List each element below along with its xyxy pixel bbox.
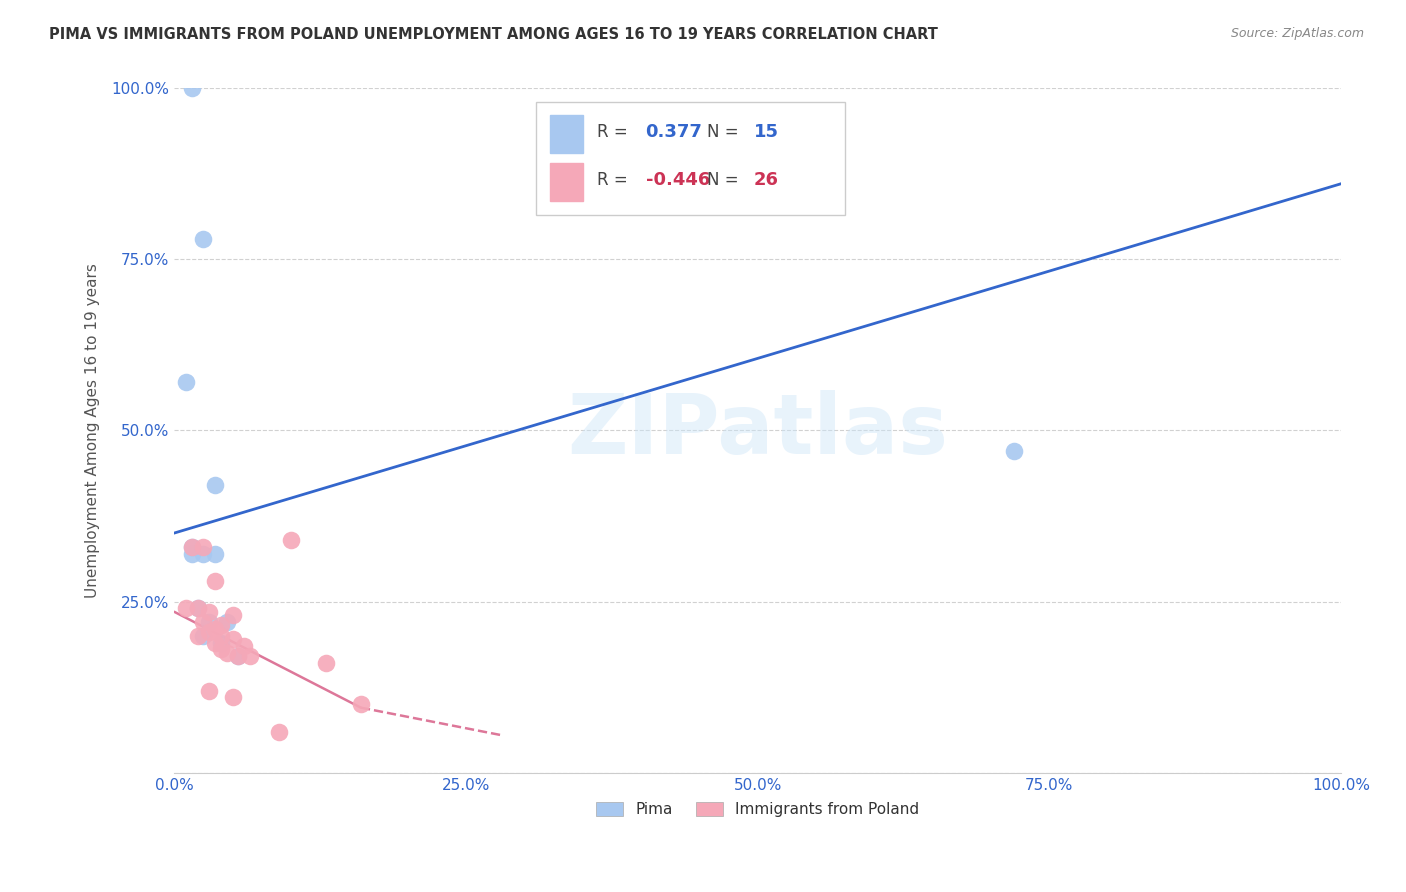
Point: [209, 642, 232, 657]
Point: [233, 639, 256, 653]
Point: [198, 605, 221, 619]
Text: R =: R =: [596, 171, 633, 189]
Text: Source: ZipAtlas.com: Source: ZipAtlas.com: [1230, 27, 1364, 40]
Point: [193, 615, 215, 629]
Point: [228, 649, 250, 664]
Text: 15: 15: [754, 123, 779, 142]
Point: [239, 649, 262, 664]
Point: [269, 724, 291, 739]
Point: [1002, 443, 1025, 458]
Point: [187, 601, 209, 615]
Point: [315, 656, 337, 670]
Point: [193, 231, 215, 245]
Point: [174, 601, 197, 615]
Point: [187, 601, 209, 615]
Text: R =: R =: [596, 123, 633, 142]
Point: [350, 698, 373, 712]
Text: -0.446: -0.446: [645, 171, 710, 189]
Text: N =: N =: [707, 123, 744, 142]
Point: [209, 618, 232, 632]
Legend: Pima, Immigrants from Poland: Pima, Immigrants from Poland: [589, 796, 925, 823]
Point: [193, 629, 215, 643]
Point: [204, 635, 226, 649]
Point: [187, 629, 209, 643]
Point: [204, 478, 226, 492]
Text: N =: N =: [707, 171, 744, 189]
Point: [204, 622, 226, 636]
Point: [221, 608, 243, 623]
Point: [180, 540, 202, 554]
Point: [209, 635, 232, 649]
Point: [280, 533, 302, 547]
Point: [180, 547, 202, 561]
FancyBboxPatch shape: [536, 102, 845, 215]
Point: [193, 547, 215, 561]
Text: 26: 26: [754, 171, 779, 189]
Point: [204, 574, 226, 588]
Point: [209, 629, 232, 643]
Point: [180, 81, 202, 95]
Y-axis label: Unemployment Among Ages 16 to 19 years: Unemployment Among Ages 16 to 19 years: [86, 263, 100, 598]
Text: ZIPatlas: ZIPatlas: [567, 390, 948, 471]
Point: [215, 615, 238, 629]
Point: [198, 683, 221, 698]
Text: 0.377: 0.377: [645, 123, 703, 142]
Point: [204, 547, 226, 561]
FancyBboxPatch shape: [550, 115, 582, 153]
Point: [215, 646, 238, 660]
Point: [221, 690, 243, 705]
Point: [228, 649, 250, 664]
Point: [193, 540, 215, 554]
Point: [198, 615, 221, 629]
Point: [221, 632, 243, 647]
FancyBboxPatch shape: [550, 163, 582, 201]
Point: [198, 625, 221, 640]
Text: PIMA VS IMMIGRANTS FROM POLAND UNEMPLOYMENT AMONG AGES 16 TO 19 YEARS CORRELATIO: PIMA VS IMMIGRANTS FROM POLAND UNEMPLOYM…: [49, 27, 938, 42]
Point: [174, 376, 197, 390]
Point: [180, 540, 202, 554]
